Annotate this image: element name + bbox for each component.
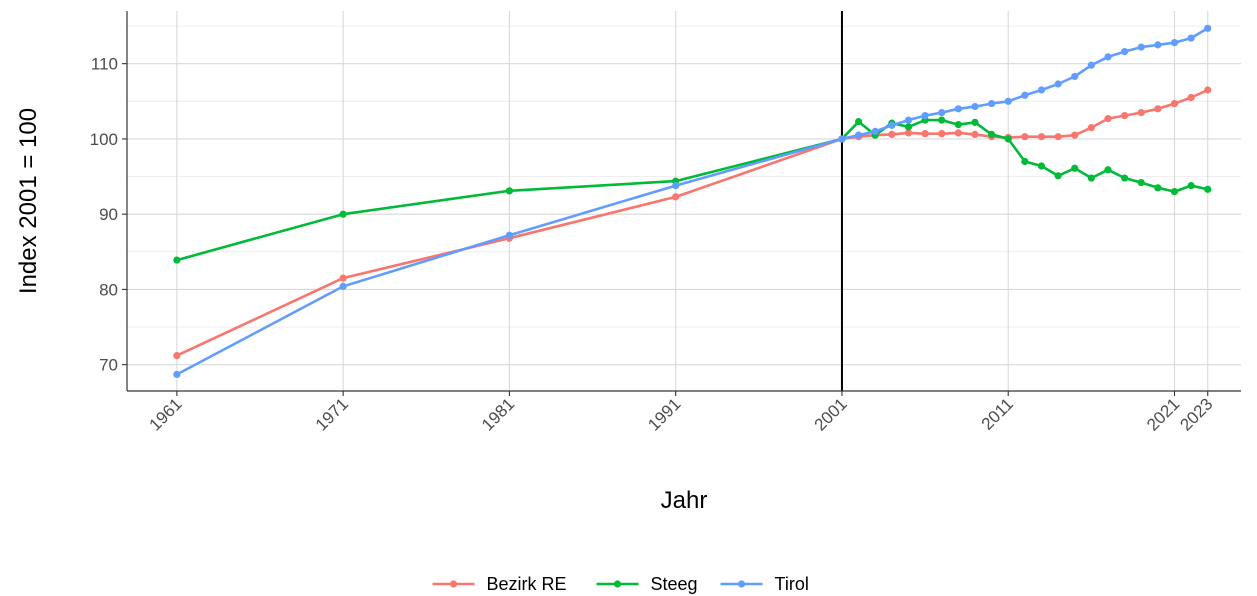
legend-key-point bbox=[449, 580, 458, 588]
data-point-tirol bbox=[871, 127, 879, 135]
data-point-bezirk-re bbox=[1054, 133, 1062, 141]
series-layer bbox=[173, 24, 1212, 379]
data-point-tirol bbox=[1154, 41, 1162, 49]
data-point-tirol bbox=[1054, 80, 1062, 88]
data-point-tirol bbox=[954, 105, 962, 113]
data-point-bezirk-re bbox=[339, 274, 347, 282]
data-point-tirol bbox=[854, 131, 863, 139]
data-point-steeg bbox=[1037, 162, 1046, 170]
data-point-tirol bbox=[672, 181, 680, 190]
y-tick-label: 90 bbox=[99, 205, 118, 224]
data-point-steeg bbox=[1137, 178, 1145, 187]
y-tick-label: 70 bbox=[99, 356, 118, 375]
data-point-steeg bbox=[1204, 185, 1212, 193]
data-point-tirol bbox=[1104, 53, 1112, 61]
data-point-steeg bbox=[1071, 164, 1079, 172]
data-point-bezirk-re bbox=[1104, 115, 1112, 123]
data-point-bezirk-re bbox=[888, 130, 896, 139]
data-point-tirol bbox=[1121, 48, 1129, 56]
y-tick-label: 110 bbox=[91, 55, 118, 74]
data-point-bezirk-re bbox=[904, 129, 913, 137]
data-point-bezirk-re bbox=[672, 193, 680, 201]
data-point-steeg bbox=[339, 210, 347, 218]
legend-item-bezirk-re: Bezirk RE bbox=[432, 574, 567, 594]
data-point-bezirk-re bbox=[1154, 105, 1162, 113]
data-point-tirol bbox=[987, 99, 996, 108]
data-point-tirol bbox=[838, 135, 846, 143]
legend-label: Bezirk RE bbox=[487, 574, 567, 594]
data-point-tirol bbox=[339, 282, 347, 291]
data-point-bezirk-re bbox=[1170, 99, 1179, 108]
data-point-tirol bbox=[888, 121, 896, 129]
data-point-tirol bbox=[1071, 72, 1079, 81]
data-point-steeg bbox=[1087, 174, 1095, 182]
data-point-steeg bbox=[1054, 172, 1062, 180]
data-point-steeg bbox=[938, 116, 946, 124]
data-point-tirol bbox=[904, 116, 913, 124]
data-point-tirol bbox=[971, 102, 979, 111]
data-point-tirol bbox=[1170, 39, 1179, 47]
data-point-bezirk-re bbox=[921, 130, 929, 138]
legend-label: Steeg bbox=[651, 574, 698, 594]
data-point-bezirk-re bbox=[1037, 133, 1046, 141]
data-point-bezirk-re bbox=[1071, 131, 1079, 139]
data-point-tirol bbox=[1204, 24, 1212, 32]
data-point-steeg bbox=[904, 123, 913, 131]
data-point-steeg bbox=[173, 256, 181, 264]
data-point-steeg bbox=[1187, 181, 1195, 190]
data-point-bezirk-re bbox=[1121, 111, 1129, 120]
y-tick-label: 100 bbox=[90, 130, 118, 149]
data-point-tirol bbox=[1004, 97, 1012, 105]
legend-label: Tirol bbox=[775, 574, 809, 594]
data-point-bezirk-re bbox=[1087, 124, 1095, 132]
legend-item-steeg: Steeg bbox=[596, 574, 698, 594]
data-point-steeg bbox=[1104, 166, 1112, 174]
series-steeg bbox=[173, 116, 1212, 264]
legend-item-tirol: Tirol bbox=[720, 574, 809, 594]
data-point-bezirk-re bbox=[954, 129, 962, 137]
data-point-steeg bbox=[987, 130, 996, 139]
data-point-tirol bbox=[1037, 86, 1046, 94]
grid-layer bbox=[127, 11, 1241, 391]
legend: Bezirk RE Steeg Tirol bbox=[432, 574, 809, 594]
data-point-steeg bbox=[1170, 187, 1179, 196]
data-point-steeg bbox=[954, 121, 962, 129]
data-point-bezirk-re bbox=[1021, 133, 1029, 141]
y-axis-title: Index 2001 = 100 bbox=[15, 108, 42, 294]
data-point-tirol bbox=[1021, 91, 1029, 99]
x-axis-title: Jahr bbox=[661, 487, 708, 514]
data-point-steeg bbox=[971, 118, 979, 126]
data-point-bezirk-re bbox=[971, 130, 979, 139]
data-point-bezirk-re bbox=[173, 352, 181, 360]
data-point-tirol bbox=[921, 111, 929, 120]
data-point-tirol bbox=[1087, 61, 1095, 69]
data-point-steeg bbox=[1004, 135, 1012, 143]
legend-key-point bbox=[613, 580, 622, 588]
data-point-tirol bbox=[938, 108, 946, 117]
data-point-bezirk-re bbox=[1204, 86, 1212, 94]
data-point-steeg bbox=[1121, 174, 1129, 182]
data-point-steeg bbox=[1021, 157, 1029, 166]
legend-key-point bbox=[737, 580, 746, 588]
data-point-bezirk-re bbox=[1137, 108, 1145, 117]
data-point-tirol bbox=[1137, 43, 1145, 51]
y-tick-label: 80 bbox=[99, 280, 118, 299]
data-point-bezirk-re bbox=[938, 130, 946, 138]
data-point-bezirk-re bbox=[1187, 93, 1195, 102]
data-point-steeg bbox=[505, 187, 514, 195]
data-point-tirol bbox=[1187, 34, 1195, 42]
data-point-tirol bbox=[505, 231, 514, 239]
data-point-tirol bbox=[173, 370, 181, 379]
series-tirol bbox=[173, 24, 1212, 379]
data-point-steeg bbox=[854, 118, 863, 126]
data-point-steeg bbox=[1154, 184, 1162, 192]
